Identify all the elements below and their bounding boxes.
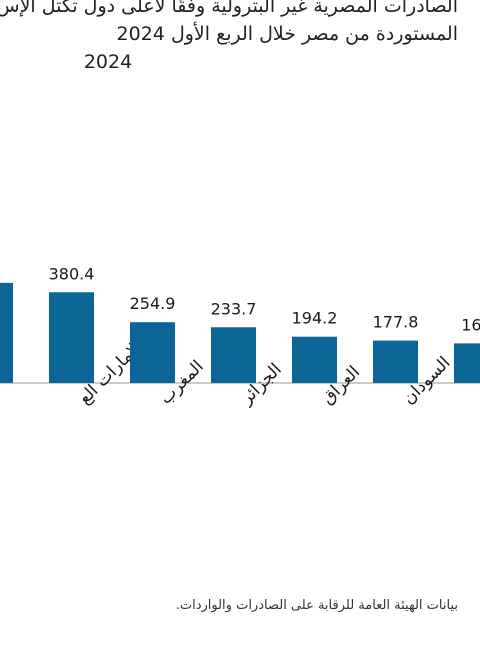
bar-6 [454,343,480,383]
value-label-5: 177.8 [373,313,419,332]
value-label-1: 380.4 [49,264,95,283]
bar-1 [49,292,94,383]
bar-4 [292,336,337,383]
value-label-4: 194.2 [292,309,338,328]
chart-title: الصادرات المصرية غير البترولية وفقًا لأع… [0,0,458,76]
title-line-1: الصادرات المصرية غير البترولية وفقًا لأع… [0,0,458,17]
bar-2 [130,322,175,383]
title-line-3: 2024 [83,51,133,73]
bar-3 [211,327,256,383]
value-label-2: 254.9 [130,294,176,313]
bar-5 [373,340,418,383]
source-note: بيانات الهيئة العامة للرقابة على الصادرا… [175,598,458,613]
bar-0 [0,282,13,383]
value-label-6: 166 [461,315,480,334]
value-label-3: 233.7 [211,299,257,318]
title-line-2: المستوردة من مصر خلال الربع الأول 2024 [116,23,458,45]
